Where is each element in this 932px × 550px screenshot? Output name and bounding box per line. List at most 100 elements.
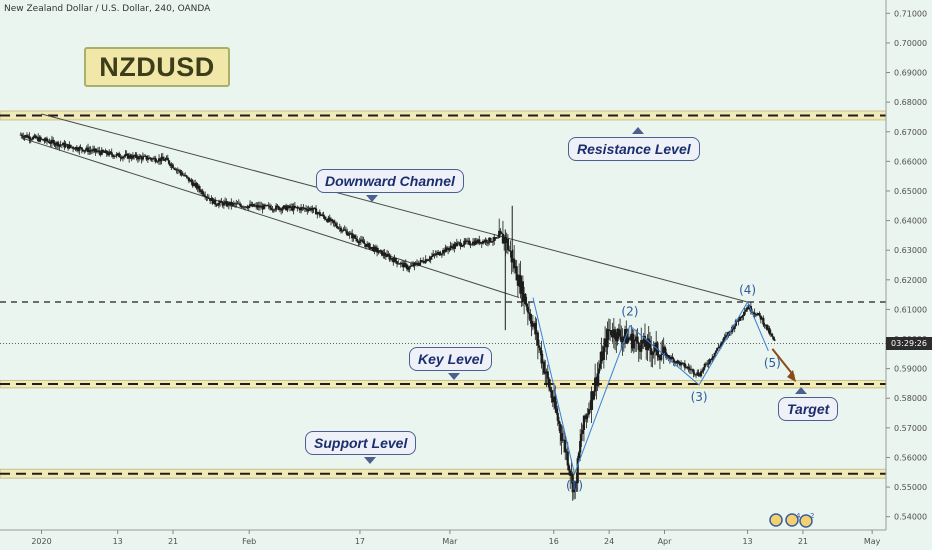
candle-down <box>613 329 617 339</box>
candle-down <box>499 230 502 234</box>
candle-up <box>128 155 131 159</box>
candle-down <box>395 261 399 264</box>
candle-down <box>682 362 685 364</box>
candle-up <box>612 329 615 338</box>
candle-up <box>622 336 625 339</box>
x-tick-label: 24 <box>604 537 614 546</box>
resistance-level-callout: Resistance Level <box>568 137 700 161</box>
candle-down <box>34 135 37 139</box>
candle-up <box>580 433 583 442</box>
y-tick-label: 0.57000 <box>894 424 927 433</box>
tradingview-icons[interactable]: 4 2 <box>768 512 818 528</box>
chart-header-title: New Zealand Dollar / U.S. Dollar, 240, O… <box>4 4 211 14</box>
candle-up <box>251 204 254 207</box>
candle-up <box>752 312 755 314</box>
candle-down <box>190 180 193 183</box>
candle-down <box>98 150 101 153</box>
candle-down <box>339 227 343 232</box>
y-tick-label: 0.55000 <box>894 483 927 492</box>
candle-down <box>297 207 300 209</box>
x-tick-label: Apr <box>658 537 673 546</box>
candle-up <box>481 240 485 244</box>
candle-down <box>298 207 301 211</box>
candle-up <box>455 242 458 247</box>
candle-down <box>643 336 647 347</box>
candle-down <box>434 254 437 256</box>
candle-down <box>166 157 169 161</box>
candle-down <box>139 156 142 157</box>
candle-down <box>736 320 739 322</box>
candle-up <box>359 239 363 242</box>
candle-down <box>199 189 202 192</box>
candle-up <box>262 204 265 210</box>
x-tick-label: 13 <box>113 537 123 546</box>
candle-down <box>496 237 500 239</box>
candle-up <box>723 337 726 339</box>
candle-down <box>770 333 774 337</box>
downward-channel-label: Downward Channel <box>325 173 455 189</box>
candle-down <box>571 473 574 493</box>
candle-down <box>469 244 472 246</box>
candle-up <box>466 240 470 242</box>
support-level-label: Support Level <box>314 435 408 451</box>
candle-down <box>663 346 667 353</box>
candle-up <box>35 137 39 139</box>
candle-up <box>303 208 306 209</box>
candle-up <box>737 320 740 322</box>
candle-down <box>513 258 516 269</box>
earnings-icon[interactable] <box>799 514 813 528</box>
calendar-event-icon[interactable] <box>769 513 783 527</box>
candle-down <box>473 241 476 245</box>
candle-down <box>420 260 424 261</box>
candle-up <box>196 185 199 189</box>
candle-down <box>567 465 571 471</box>
candle-down <box>657 355 660 358</box>
candle-up <box>582 415 586 430</box>
candle-up <box>33 135 36 137</box>
candle-down <box>425 259 429 261</box>
candle-down <box>747 307 750 309</box>
candle-down <box>562 439 566 441</box>
candle-up <box>769 333 772 335</box>
candle-up <box>399 262 402 265</box>
resistance-level-label: Resistance Level <box>577 141 691 157</box>
candle-down <box>67 144 70 149</box>
candle-down <box>607 329 610 331</box>
candle-down <box>566 451 569 466</box>
key-level-label: Key Level <box>418 351 484 367</box>
candle-up <box>352 235 355 239</box>
candle-up <box>646 338 649 351</box>
candle-down <box>225 201 228 206</box>
candle-up <box>409 265 412 267</box>
candle-up <box>744 309 748 312</box>
candle-up <box>30 139 34 140</box>
candle-up <box>184 175 187 177</box>
candle-down <box>452 246 455 249</box>
candle-down <box>362 240 365 244</box>
dividend-icon[interactable] <box>785 513 799 527</box>
candle-up <box>131 155 134 159</box>
candle-down <box>506 238 510 250</box>
candle-up <box>156 161 159 163</box>
candle-up <box>599 363 602 369</box>
candle-down <box>52 139 55 142</box>
candle-up <box>592 391 595 400</box>
candle-down <box>49 143 52 144</box>
candle-up <box>470 244 473 246</box>
candle-up <box>764 324 767 326</box>
downward-channel-callout: Downward Channel <box>316 169 464 193</box>
candle-down <box>569 470 572 476</box>
candle-up <box>64 144 67 148</box>
candle-up <box>192 183 196 187</box>
candle-up <box>95 151 98 153</box>
candle-down <box>233 203 237 205</box>
candle-down <box>89 150 92 152</box>
candle-up <box>532 323 536 324</box>
key-level-callout: Key Level <box>409 347 493 371</box>
x-tick-label: May <box>864 537 881 546</box>
candle-up <box>630 333 633 340</box>
candle-down <box>272 209 275 211</box>
candle-down <box>207 198 211 199</box>
